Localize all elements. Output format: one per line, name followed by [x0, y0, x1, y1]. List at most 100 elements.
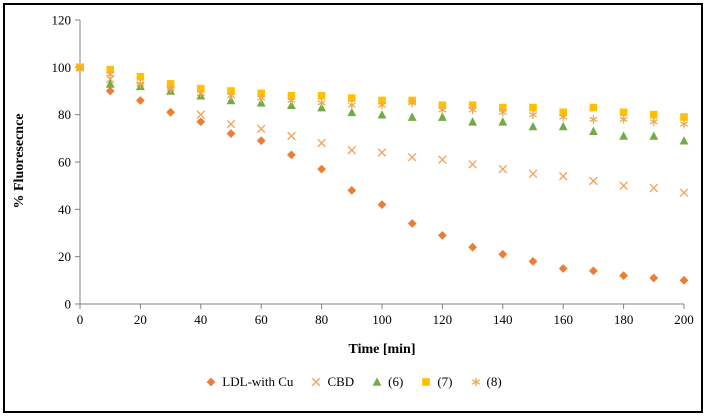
data-point — [166, 84, 175, 93]
asterisk-marker-icon — [471, 377, 480, 387]
series-asterisk — [75, 63, 689, 129]
data-point — [105, 79, 115, 88]
y-tick-label: 80 — [58, 107, 71, 122]
data-point — [499, 103, 507, 112]
legend-label: (8) — [486, 374, 502, 389]
x-tick-label: 40 — [194, 312, 207, 327]
data-point — [166, 107, 175, 117]
legend-item: (6) — [370, 374, 403, 390]
x-tick-label: 0 — [77, 312, 84, 327]
data-point — [372, 377, 382, 386]
data-point — [312, 377, 321, 387]
y-tick-label: 0 — [65, 297, 72, 312]
data-point — [377, 200, 387, 209]
x-tick-label: 80 — [315, 312, 328, 327]
data-point — [468, 242, 477, 252]
data-point — [287, 91, 296, 100]
data-point — [468, 105, 477, 115]
data-point — [529, 103, 537, 112]
data-point — [347, 145, 357, 155]
data-point — [528, 257, 538, 266]
data-point — [408, 98, 417, 108]
data-point — [559, 112, 568, 122]
data-point — [166, 80, 175, 88]
series-triangle — [75, 62, 689, 145]
data-point — [558, 121, 568, 131]
data-point — [347, 186, 357, 195]
data-point — [226, 91, 236, 101]
data-point — [468, 117, 477, 126]
data-point — [589, 126, 598, 136]
plot-area: 0 20 40 60 80 100 120 0 20 40 60 80 100 120 140 160 180 2… — [8, 6, 698, 341]
data-point — [589, 266, 598, 276]
data-point — [649, 183, 659, 193]
data-point — [287, 131, 296, 141]
x-marker-icon — [312, 377, 321, 387]
x-tick-label: 20 — [134, 312, 147, 327]
y-tick-label: 120 — [52, 13, 72, 28]
data-point — [75, 63, 85, 72]
legend-label: CBD — [327, 374, 355, 389]
data-point — [680, 113, 688, 121]
data-point — [206, 377, 216, 387]
data-point — [438, 155, 447, 164]
data-point — [348, 94, 356, 102]
data-point — [498, 249, 508, 259]
x-tick-label: 180 — [614, 312, 634, 327]
data-point — [498, 117, 508, 126]
y-tick-label: 20 — [58, 249, 71, 264]
data-point — [438, 105, 447, 115]
data-point — [619, 108, 628, 117]
data-point — [649, 131, 659, 140]
data-point — [589, 176, 598, 186]
data-point — [589, 115, 598, 124]
legend-item: (8) — [469, 374, 502, 390]
data-point — [528, 121, 538, 131]
data-point — [106, 70, 115, 79]
y-tick-label: 40 — [58, 202, 71, 217]
data-point — [105, 86, 115, 96]
data-point — [347, 107, 357, 117]
data-point — [679, 136, 689, 145]
data-point — [317, 91, 326, 100]
data-point — [196, 89, 205, 98]
x-axis-title: Time [min] — [348, 342, 416, 357]
data-point — [558, 171, 568, 181]
legend-item: (7) — [419, 374, 453, 390]
data-point — [649, 117, 658, 127]
y-axis-title: % Fluoresecnce — [12, 113, 27, 209]
y-tick-label: 60 — [58, 155, 71, 170]
data-point — [377, 148, 387, 157]
data-point — [619, 131, 628, 140]
data-point — [498, 164, 508, 174]
data-point — [257, 89, 265, 98]
data-point — [317, 102, 326, 112]
data-point — [257, 93, 266, 103]
data-point — [468, 101, 477, 109]
x-tick-label: 120 — [433, 312, 453, 327]
data-point — [317, 164, 326, 174]
x-tick-label: 60 — [255, 312, 268, 327]
data-point — [438, 230, 447, 240]
data-point — [317, 138, 326, 148]
data-point — [471, 377, 480, 387]
data-point — [498, 108, 507, 117]
scatter-chart: 0 20 40 60 80 100 120 0 20 40 60 80 100 120 140 160 180 2… — [52, 13, 694, 328]
data-point — [226, 95, 236, 105]
x-tick-label: 200 — [674, 312, 694, 327]
diamond-marker-icon — [206, 377, 216, 387]
data-point — [438, 101, 447, 109]
legend-item: CBD — [309, 374, 354, 390]
data-point — [226, 119, 236, 129]
y-tick-label: 100 — [52, 60, 72, 75]
data-point — [528, 169, 538, 179]
data-point — [256, 136, 266, 146]
data-point — [649, 273, 659, 283]
data-point — [407, 112, 417, 121]
data-point — [196, 117, 206, 127]
data-point — [438, 112, 447, 121]
data-point — [679, 275, 689, 285]
data-point — [287, 100, 296, 109]
data-point — [679, 188, 689, 198]
